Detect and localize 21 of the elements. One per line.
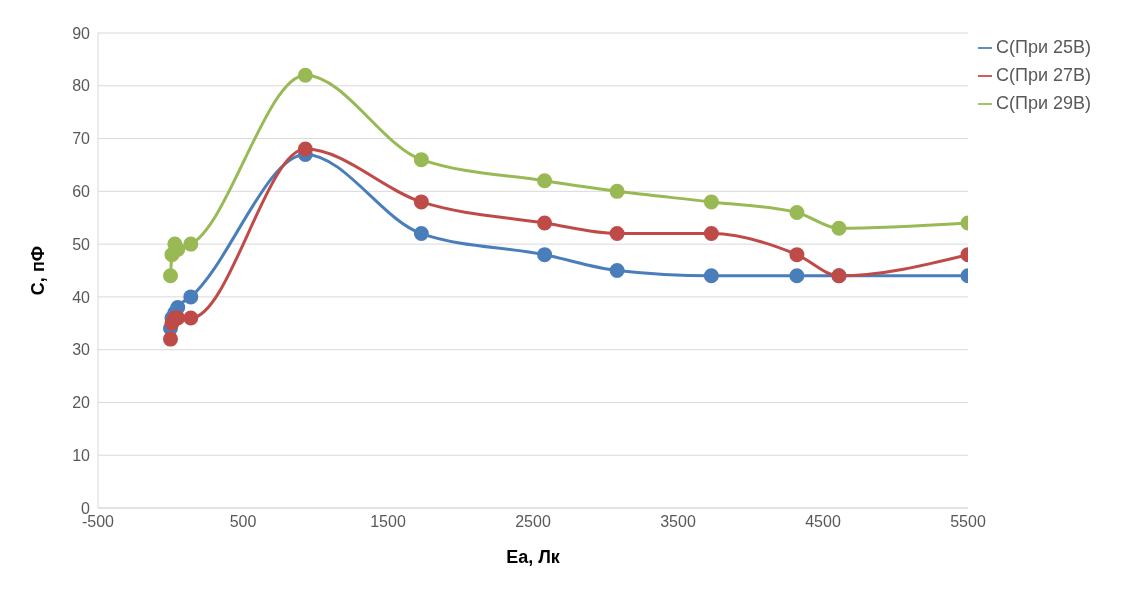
x-tick-label: 3500 bbox=[660, 513, 696, 531]
y-tick-label: 70 bbox=[72, 130, 91, 148]
x-tick-label: 2500 bbox=[515, 513, 551, 531]
y-axis-title: C, пФ bbox=[28, 245, 49, 296]
y-tick-label: 20 bbox=[72, 394, 91, 412]
legend-label: C(При 27В) bbox=[996, 65, 1092, 85]
legend-label: C(При 29В) bbox=[996, 93, 1092, 113]
legend-label: C(При 25В) bbox=[996, 37, 1092, 57]
x-tick-label: 500 bbox=[229, 513, 257, 531]
y-tick-label: 30 bbox=[72, 341, 91, 359]
y-tick-label: 90 bbox=[72, 24, 91, 42]
x-tick-label: 4500 bbox=[805, 513, 841, 531]
y-tick-label: 60 bbox=[72, 183, 91, 201]
x-axis-title: Ea, Лк bbox=[506, 547, 561, 567]
x-tick-label: 5500 bbox=[950, 513, 986, 531]
y-tick-label: 40 bbox=[72, 288, 91, 306]
y-tick-label: 10 bbox=[72, 446, 91, 464]
x-tick-label: -500 bbox=[81, 513, 115, 531]
y-tick-label: 50 bbox=[72, 235, 91, 253]
x-tick-label: 1500 bbox=[370, 513, 406, 531]
y-tick-label: 80 bbox=[72, 77, 91, 95]
